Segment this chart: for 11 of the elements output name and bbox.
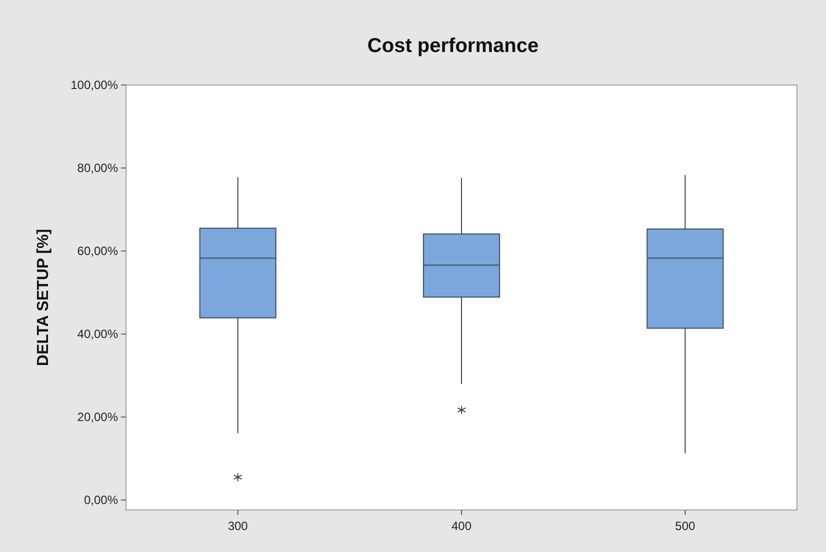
chart-title: Cost performance — [367, 35, 539, 57]
y-tick-label: 60,00% — [77, 244, 118, 258]
y-tick-label: 0,00% — [84, 493, 118, 508]
x-tick-label: 300 — [228, 519, 248, 533]
x-tick-label: 500 — [675, 519, 696, 533]
x-tick-label: 400 — [451, 519, 472, 533]
y-tick-label: 80,00% — [77, 161, 118, 176]
y-tick-label: 100,00% — [70, 78, 118, 92]
y-tick-label: 20,00% — [77, 410, 118, 424]
y-axis-title: DELTA SETUP [%] — [35, 228, 52, 366]
y-tick-label: 40,00% — [77, 327, 118, 342]
